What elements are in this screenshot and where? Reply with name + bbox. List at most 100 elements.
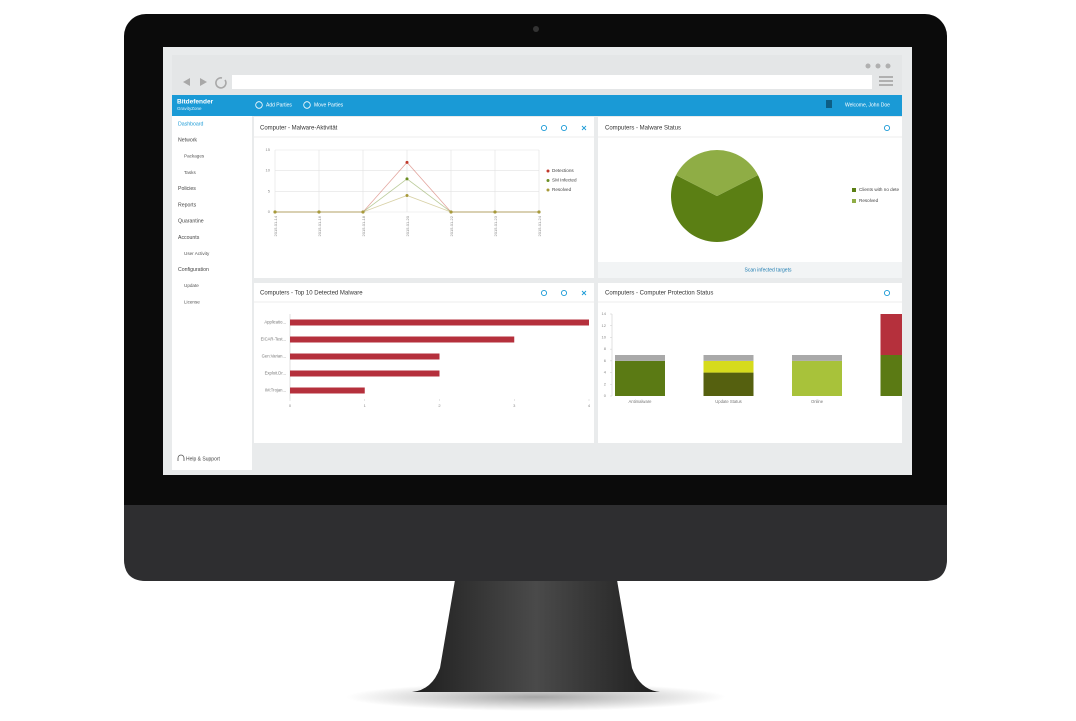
sidebar <box>172 116 252 470</box>
y-tick-label: 15 <box>266 147 271 152</box>
panel-title: Computers - Computer Protection Status <box>605 291 713 297</box>
nav-arrows[interactable] <box>183 78 207 86</box>
brand: Bitdefender <box>177 99 214 106</box>
y-tick-label: 10 <box>266 168 271 173</box>
point <box>273 210 277 214</box>
panel <box>254 117 594 278</box>
panel-title: Computers - Malware Status <box>605 126 681 132</box>
point <box>405 160 409 164</box>
nav-item[interactable]: Reports <box>178 202 197 208</box>
x-tick-label: 2015-01-16 <box>317 215 322 236</box>
scan-link[interactable]: Scan infected targets <box>745 267 792 273</box>
legend-swatch <box>546 179 550 182</box>
bar-segment <box>880 314 902 355</box>
pie-chart: Clients with no dete Resolved <box>671 149 900 242</box>
y-tick-label: 14 <box>602 311 607 316</box>
y-tick-label: 8 <box>604 346 607 351</box>
y-tick-label: Applicatio... <box>264 320 286 325</box>
panel-title: Computer - Malware-Aktivität <box>260 126 338 132</box>
nav-item[interactable]: Dashboard <box>178 121 203 127</box>
point <box>405 193 409 197</box>
y-tick-label: 12 <box>602 323 607 328</box>
bar-segment <box>792 355 842 361</box>
nav-item[interactable]: Policies <box>178 186 196 192</box>
nav-item[interactable]: Network <box>178 138 197 144</box>
nav-subitem[interactable]: Update <box>184 283 199 288</box>
legend-label: Resolved <box>859 198 879 203</box>
point <box>537 210 541 214</box>
bar <box>290 370 440 377</box>
x-tick-label: 1 <box>364 403 367 408</box>
x-tick-label: 2015-01-22 <box>449 215 454 236</box>
move-icon <box>303 101 311 109</box>
camera <box>533 26 539 32</box>
point <box>405 177 409 181</box>
address-bar[interactable] <box>232 75 872 89</box>
nav-item[interactable]: Quarantine <box>178 219 204 225</box>
nav-subitem[interactable]: User Activity <box>184 251 210 256</box>
panel-tools[interactable] <box>540 124 891 297</box>
bar-segment <box>703 360 754 373</box>
y-tick-label: 4 <box>604 370 607 375</box>
legend-label: Resolved <box>552 187 572 192</box>
help-link[interactable]: Help & Support <box>186 456 221 462</box>
bar-segment <box>703 355 754 361</box>
bar-segment <box>615 355 665 361</box>
dot <box>865 63 871 69</box>
x-tick-label: 2015-01-20 <box>405 215 410 236</box>
help-icon <box>177 454 185 461</box>
nav-subitem[interactable]: Tasks <box>184 170 196 175</box>
y-tick-label: EICAR-Test... <box>261 337 286 342</box>
x-tick-label: 2015-01-24 <box>537 215 542 236</box>
header-action[interactable]: Move Parties <box>314 102 344 108</box>
nav-item[interactable]: Configuration <box>178 267 209 273</box>
reload[interactable] <box>215 77 227 89</box>
chin <box>124 505 947 581</box>
point <box>449 210 453 214</box>
bar <box>290 353 440 360</box>
bar-segment <box>703 372 754 396</box>
x-tick-label: 2 <box>438 403 441 408</box>
bar-segment <box>880 355 902 396</box>
bar <box>290 387 365 394</box>
nav-item[interactable]: Accounts <box>178 235 200 241</box>
stacked-bar-chart: 0 2 4 6 8 10 12 14 Antimalware Update Status Onlin… <box>602 311 902 404</box>
x-tick-label: 0 <box>289 403 292 408</box>
dot <box>875 63 881 69</box>
nav-subitem[interactable]: License <box>184 299 200 304</box>
user-icon[interactable] <box>826 100 832 108</box>
product: GravityZone <box>177 106 202 111</box>
menu-icon[interactable] <box>879 76 893 86</box>
x-tick-label: 2015-01-23 <box>493 215 498 236</box>
y-tick-label: 5 <box>268 188 271 193</box>
line-chart: 0 5 10 15 2015-01-14 2015-01-16 2015-01-18 2015… <box>266 147 577 236</box>
panel-title: Computers - Top 10 Detected Malware <box>260 291 363 297</box>
x-tick-label: 2015-01-14 <box>273 215 278 236</box>
x-tick-label: Update Status <box>715 399 742 404</box>
legend-swatch <box>852 199 856 203</box>
legend-swatch <box>852 188 856 192</box>
y-tick-label: IM:Trojan... <box>265 388 286 393</box>
nav-subitem[interactable]: Packages <box>184 154 205 159</box>
bar-segment <box>615 360 665 396</box>
y-tick-label: 2 <box>604 381 607 386</box>
header-action[interactable]: Add Parties <box>266 102 292 108</box>
pie-slice <box>671 175 764 242</box>
point <box>317 210 321 214</box>
y-tick-label: Gen:Varian... <box>262 354 286 359</box>
x-tick-label: 3 <box>513 403 516 408</box>
x-tick-label: Antimalware <box>628 399 652 404</box>
legend-label: Detections <box>552 168 574 173</box>
legend-swatch <box>546 169 550 173</box>
point <box>361 210 365 214</box>
legend-label: SM Infected <box>552 178 577 183</box>
bar <box>290 319 589 326</box>
legend-swatch <box>546 188 550 192</box>
y-tick-label: Exploit.Dr... <box>265 371 286 376</box>
bar <box>290 336 515 343</box>
x-tick-label: 4 <box>588 403 591 408</box>
y-tick-label: 0 <box>268 209 271 214</box>
dot <box>885 63 891 69</box>
x-tick-label: Online <box>811 399 824 404</box>
